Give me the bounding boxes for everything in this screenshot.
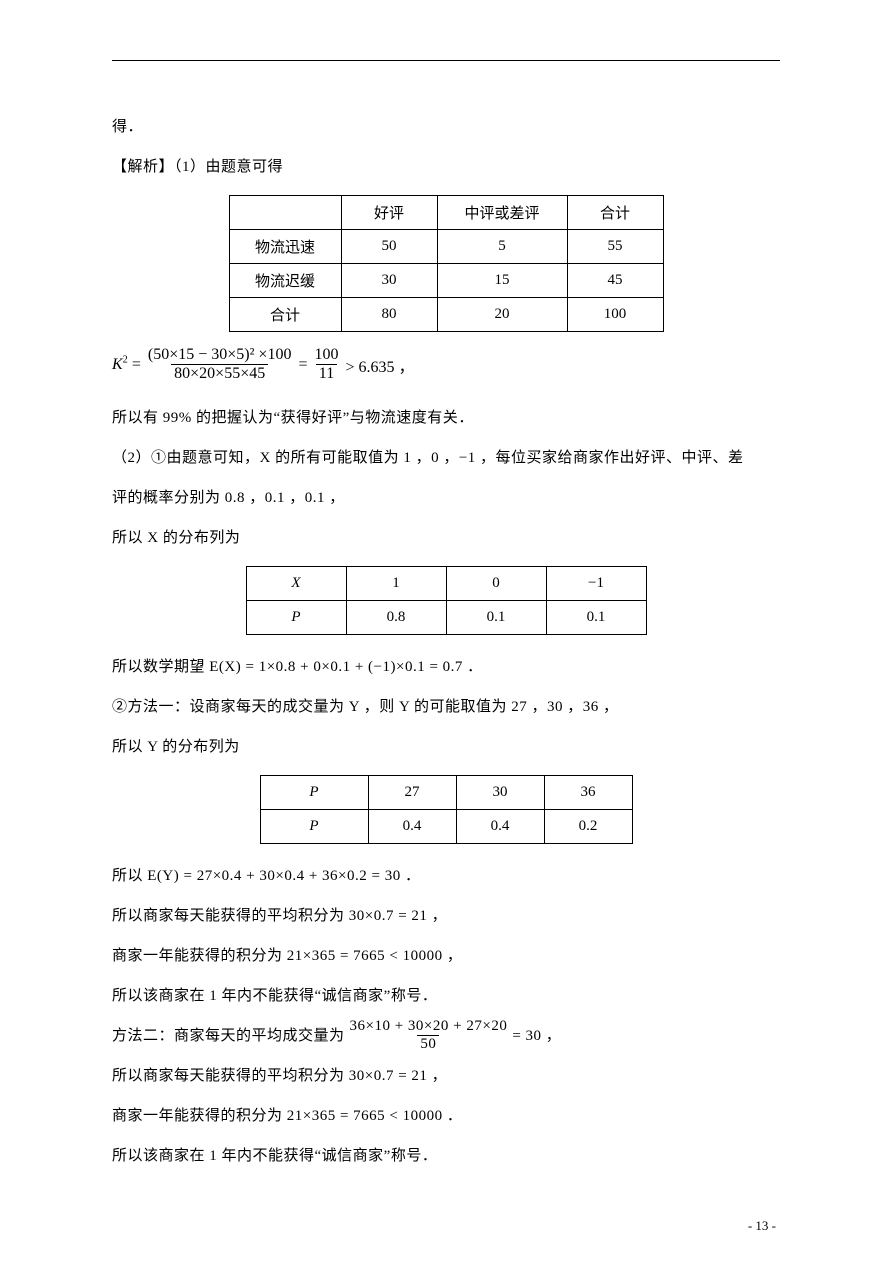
line-2b: 评的概率分别为 0.8 ，0.1 ，0.1 ， xyxy=(112,480,780,516)
line-x-dist: 所以 X 的分布列为 xyxy=(112,520,780,556)
line-res2: 所以该商家在 1 年内不能获得“诚信商家”称号． xyxy=(112,1138,780,1174)
line-jiexi: 【解析】（1）由题意可得 xyxy=(112,149,780,185)
x-distribution-table: X 1 0 −1 P 0.8 0.1 0.1 xyxy=(246,566,647,635)
line-res1: 所以该商家在 1 年内不能获得“诚信商家”称号． xyxy=(112,978,780,1014)
table-row: 好评 中评或差评 合计 xyxy=(229,196,663,230)
line-year2: 商家一年能获得的积分为 21×365 = 7665 < 10000 ． xyxy=(112,1098,780,1134)
line-m2: 方法二：商家每天的平均成交量为 36×10 + 30×20 + 27×20 50… xyxy=(112,1018,780,1054)
line-ex: 所以数学期望 E(X) = 1×0.8 + 0×0.1 + (−1)×0.1 =… xyxy=(112,649,780,685)
table-row: P 27 30 36 xyxy=(260,775,632,809)
table-row: 合计 80 20 100 xyxy=(229,298,663,332)
table-row: P 0.8 0.1 0.1 xyxy=(246,600,646,634)
table-row: 物流迅速 50 5 55 xyxy=(229,230,663,264)
line-m1b: 所以 Y 的分布列为 xyxy=(112,729,780,765)
k-squared-formula: K2 = (50×15 − 30×5)² ×100 80×20×55×45 = … xyxy=(112,346,780,384)
th-mid: 中评或差评 xyxy=(437,196,567,230)
th-total: 合计 xyxy=(567,196,663,230)
line-de: 得． xyxy=(112,109,780,145)
table-row: P 0.4 0.4 0.2 xyxy=(260,809,632,843)
line-day: 所以商家每天能获得的平均积分为 30×0.7 = 21 ， xyxy=(112,898,780,934)
contingency-table: 好评 中评或差评 合计 物流迅速 50 5 55 物流迟缓 30 15 45 合… xyxy=(229,195,664,332)
th-good: 好评 xyxy=(341,196,437,230)
line-2a: （2）①由题意可知，X 的所有可能取值为 1 ，0 ，−1 ，每位买家给商家作出… xyxy=(112,440,780,476)
line-day2: 所以商家每天能获得的平均积分为 30×0.7 = 21 ， xyxy=(112,1058,780,1094)
y-distribution-table: P 27 30 36 P 0.4 0.4 0.2 xyxy=(260,775,633,844)
line-99: 所以有 99% 的把握认为“获得好评”与物流速度有关． xyxy=(112,400,780,436)
table-row: 物流迟缓 30 15 45 xyxy=(229,264,663,298)
th-blank xyxy=(229,196,341,230)
table-row: X 1 0 −1 xyxy=(246,566,646,600)
line-m1a: ②方法一：设商家每天的成交量为 Y ，则 Y 的可能取值为 27 ，30 ，36… xyxy=(112,689,780,725)
top-rule xyxy=(112,60,780,61)
line-ey: 所以 E(Y) = 27×0.4 + 30×0.4 + 36×0.2 = 30 … xyxy=(112,858,780,894)
page-number: - 13 - xyxy=(748,1218,776,1234)
line-year: 商家一年能获得的积分为 21×365 = 7665 < 10000 ， xyxy=(112,938,780,974)
